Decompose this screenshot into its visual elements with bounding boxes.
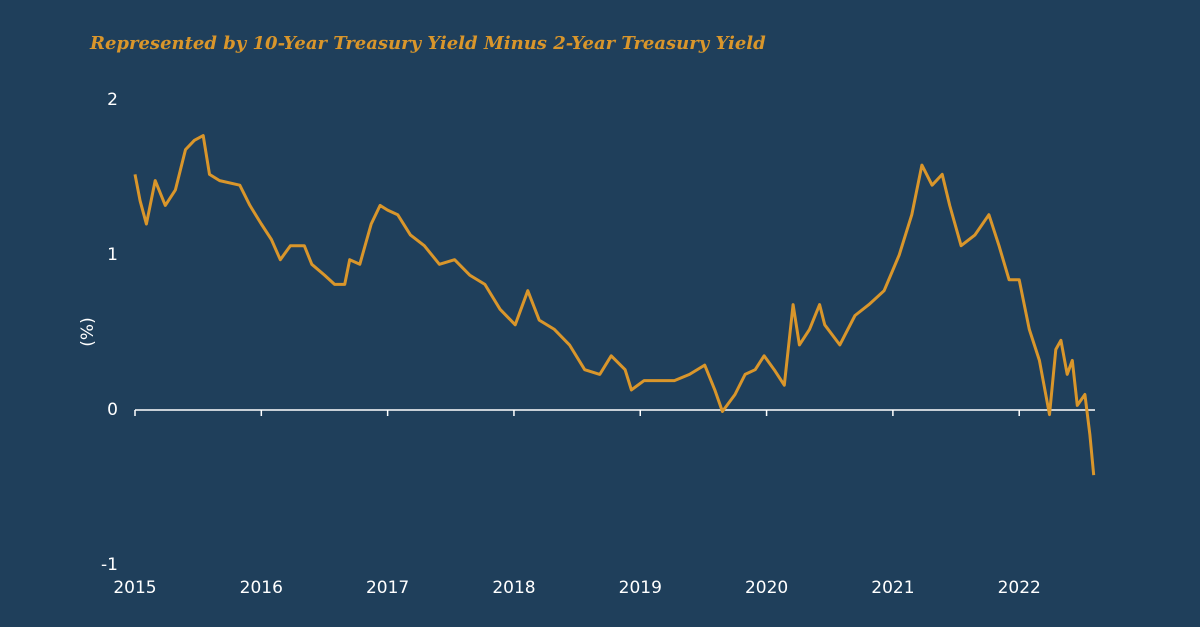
y-tick-label: -1: [101, 555, 118, 575]
x-tick-label: 2019: [619, 578, 662, 598]
data-line: [133, 134, 1096, 476]
y-tick-label: 2: [107, 90, 118, 110]
x-tick-label: 2015: [113, 578, 156, 598]
chart-title: Represented by 10-Year Treasury Yield Mi…: [89, 33, 766, 54]
x-tick-label: 2018: [492, 578, 535, 598]
x-tick-label: 2022: [998, 578, 1041, 598]
x-tick-label: 2016: [240, 578, 283, 598]
x-tick-label: 2017: [366, 578, 409, 598]
y-tick-label: 0: [107, 400, 118, 420]
x-tick-label: 2021: [871, 578, 914, 598]
y-tick-label: 1: [107, 245, 118, 265]
x-tick-label: 2020: [745, 578, 788, 598]
y-axis-label: (%): [78, 317, 98, 346]
